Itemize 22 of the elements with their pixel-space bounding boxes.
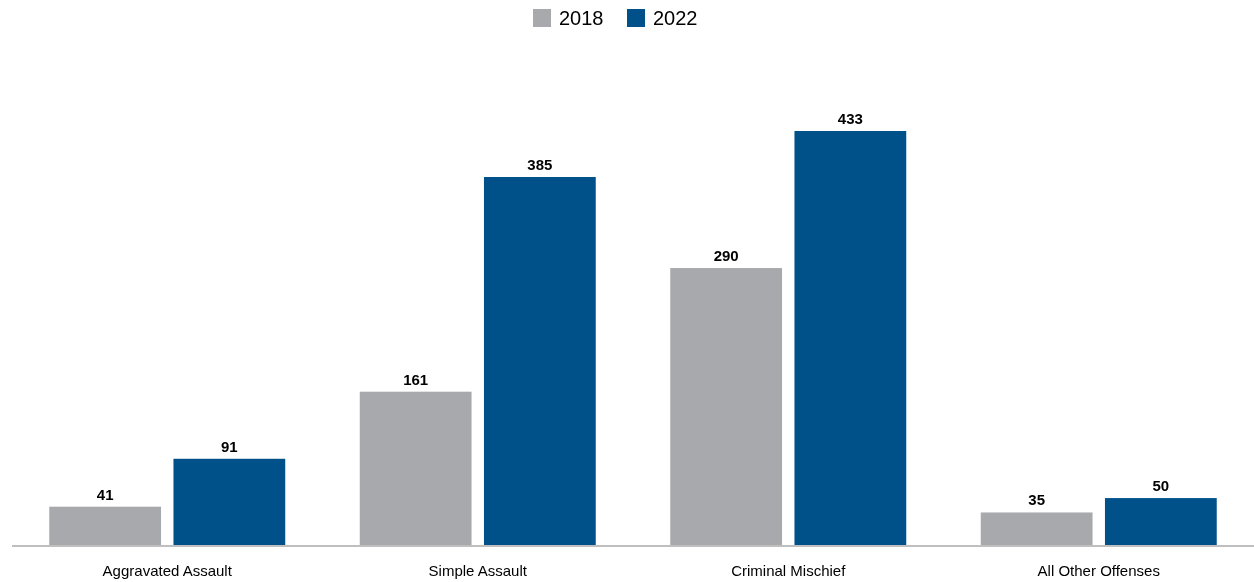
x-tick-label: Aggravated Assault xyxy=(102,562,233,579)
bar xyxy=(483,177,596,546)
x-tick-label: Criminal Mischief xyxy=(731,562,847,579)
bar xyxy=(980,512,1093,546)
data-label: 290 xyxy=(713,247,739,265)
bar xyxy=(49,506,162,546)
x-tick-label: Simple Assault xyxy=(428,562,528,579)
x-tick-label: All Other Offenses xyxy=(1037,562,1160,579)
data-label: 35 xyxy=(1028,491,1045,509)
data-label: 91 xyxy=(221,437,238,455)
data-label: 50 xyxy=(1152,477,1170,495)
data-label: 41 xyxy=(96,485,114,503)
legend-label: 2018 xyxy=(559,7,604,29)
bar xyxy=(173,458,286,546)
bar xyxy=(1104,498,1217,546)
data-label: 385 xyxy=(527,156,553,173)
bar xyxy=(359,391,472,546)
data-label: 161 xyxy=(403,370,429,388)
bar xyxy=(794,131,907,546)
legend-label: 2022 xyxy=(653,7,698,29)
bar xyxy=(670,268,783,546)
data-label: 433 xyxy=(837,110,863,127)
